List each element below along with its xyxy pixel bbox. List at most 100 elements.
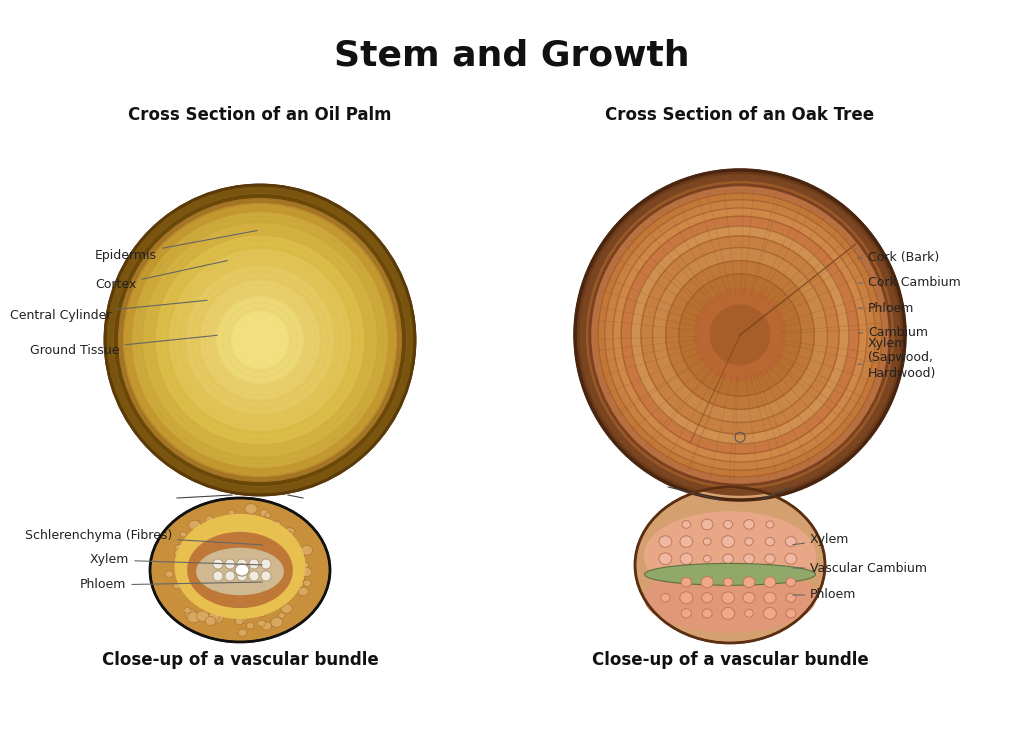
Ellipse shape — [143, 224, 376, 456]
Ellipse shape — [766, 521, 774, 528]
Text: Cross Section of an Oak Tree: Cross Section of an Oak Tree — [605, 106, 874, 124]
Ellipse shape — [201, 281, 318, 399]
Ellipse shape — [198, 529, 204, 534]
Ellipse shape — [261, 571, 271, 581]
Ellipse shape — [208, 600, 220, 610]
Ellipse shape — [253, 572, 260, 579]
Ellipse shape — [204, 598, 216, 608]
Ellipse shape — [185, 266, 335, 414]
Ellipse shape — [257, 609, 266, 617]
Ellipse shape — [681, 609, 691, 618]
Ellipse shape — [199, 540, 205, 545]
Ellipse shape — [303, 580, 311, 586]
Ellipse shape — [218, 584, 222, 589]
Ellipse shape — [248, 537, 257, 545]
Ellipse shape — [175, 515, 305, 619]
Ellipse shape — [765, 572, 774, 580]
Ellipse shape — [764, 577, 776, 587]
Ellipse shape — [694, 289, 786, 381]
Ellipse shape — [218, 550, 222, 554]
Ellipse shape — [219, 605, 229, 614]
Text: Stem and Growth: Stem and Growth — [334, 38, 690, 72]
Ellipse shape — [703, 556, 711, 562]
Ellipse shape — [270, 570, 276, 576]
Text: Close-up of a vascular bundle: Close-up of a vascular bundle — [592, 651, 868, 669]
Ellipse shape — [641, 236, 839, 434]
Ellipse shape — [680, 553, 692, 564]
Ellipse shape — [659, 536, 672, 548]
Ellipse shape — [225, 559, 234, 569]
Ellipse shape — [723, 578, 733, 586]
Ellipse shape — [195, 594, 207, 605]
Ellipse shape — [197, 542, 204, 548]
Ellipse shape — [724, 572, 732, 580]
Ellipse shape — [199, 552, 207, 559]
Text: Xylem
(Sapwood,
Hardwood): Xylem (Sapwood, Hardwood) — [858, 337, 936, 379]
Ellipse shape — [251, 575, 260, 583]
Ellipse shape — [124, 203, 396, 477]
Ellipse shape — [271, 521, 282, 529]
Text: Xylem: Xylem — [90, 553, 262, 567]
Ellipse shape — [203, 602, 213, 610]
Ellipse shape — [786, 578, 796, 586]
Ellipse shape — [743, 592, 755, 603]
Ellipse shape — [744, 538, 754, 545]
Ellipse shape — [784, 553, 797, 564]
Ellipse shape — [605, 200, 876, 470]
Ellipse shape — [274, 595, 284, 602]
Ellipse shape — [259, 518, 269, 526]
Ellipse shape — [666, 261, 814, 409]
Ellipse shape — [166, 571, 173, 578]
Ellipse shape — [230, 542, 237, 548]
Ellipse shape — [209, 612, 219, 621]
Ellipse shape — [243, 563, 250, 569]
Text: Central Cylinder: Central Cylinder — [10, 300, 207, 321]
Ellipse shape — [188, 520, 201, 530]
Ellipse shape — [190, 582, 201, 589]
Ellipse shape — [680, 591, 693, 604]
Text: Close-up of a vascular bundle: Close-up of a vascular bundle — [101, 651, 379, 669]
Ellipse shape — [662, 572, 670, 580]
Ellipse shape — [156, 236, 364, 444]
Ellipse shape — [187, 585, 198, 594]
Ellipse shape — [237, 607, 249, 617]
Ellipse shape — [237, 559, 247, 569]
Ellipse shape — [286, 534, 294, 542]
Ellipse shape — [255, 554, 262, 561]
Ellipse shape — [263, 526, 270, 532]
Ellipse shape — [266, 556, 273, 563]
Ellipse shape — [722, 592, 734, 604]
Ellipse shape — [271, 534, 283, 542]
Ellipse shape — [222, 526, 234, 537]
Ellipse shape — [261, 529, 268, 534]
Ellipse shape — [724, 520, 733, 529]
Text: Cortex: Cortex — [95, 261, 227, 291]
Ellipse shape — [215, 543, 225, 552]
Ellipse shape — [217, 296, 303, 384]
Ellipse shape — [251, 605, 259, 612]
Ellipse shape — [785, 609, 796, 618]
Ellipse shape — [205, 531, 215, 540]
Ellipse shape — [248, 535, 254, 540]
Ellipse shape — [587, 182, 894, 488]
Ellipse shape — [240, 565, 244, 569]
Ellipse shape — [613, 208, 867, 462]
Ellipse shape — [245, 576, 252, 583]
Ellipse shape — [592, 187, 889, 484]
Ellipse shape — [232, 312, 288, 368]
Ellipse shape — [764, 592, 776, 603]
Ellipse shape — [223, 555, 229, 560]
Ellipse shape — [175, 545, 184, 552]
Ellipse shape — [208, 526, 217, 534]
Ellipse shape — [580, 175, 900, 495]
Ellipse shape — [225, 571, 234, 581]
Ellipse shape — [228, 510, 234, 515]
Ellipse shape — [199, 576, 208, 585]
Ellipse shape — [301, 567, 312, 577]
Ellipse shape — [255, 567, 263, 573]
Ellipse shape — [257, 620, 265, 627]
Ellipse shape — [660, 594, 670, 602]
Text: Ground Tissue: Ground Tissue — [30, 335, 217, 356]
Ellipse shape — [679, 274, 801, 396]
Ellipse shape — [133, 213, 387, 467]
